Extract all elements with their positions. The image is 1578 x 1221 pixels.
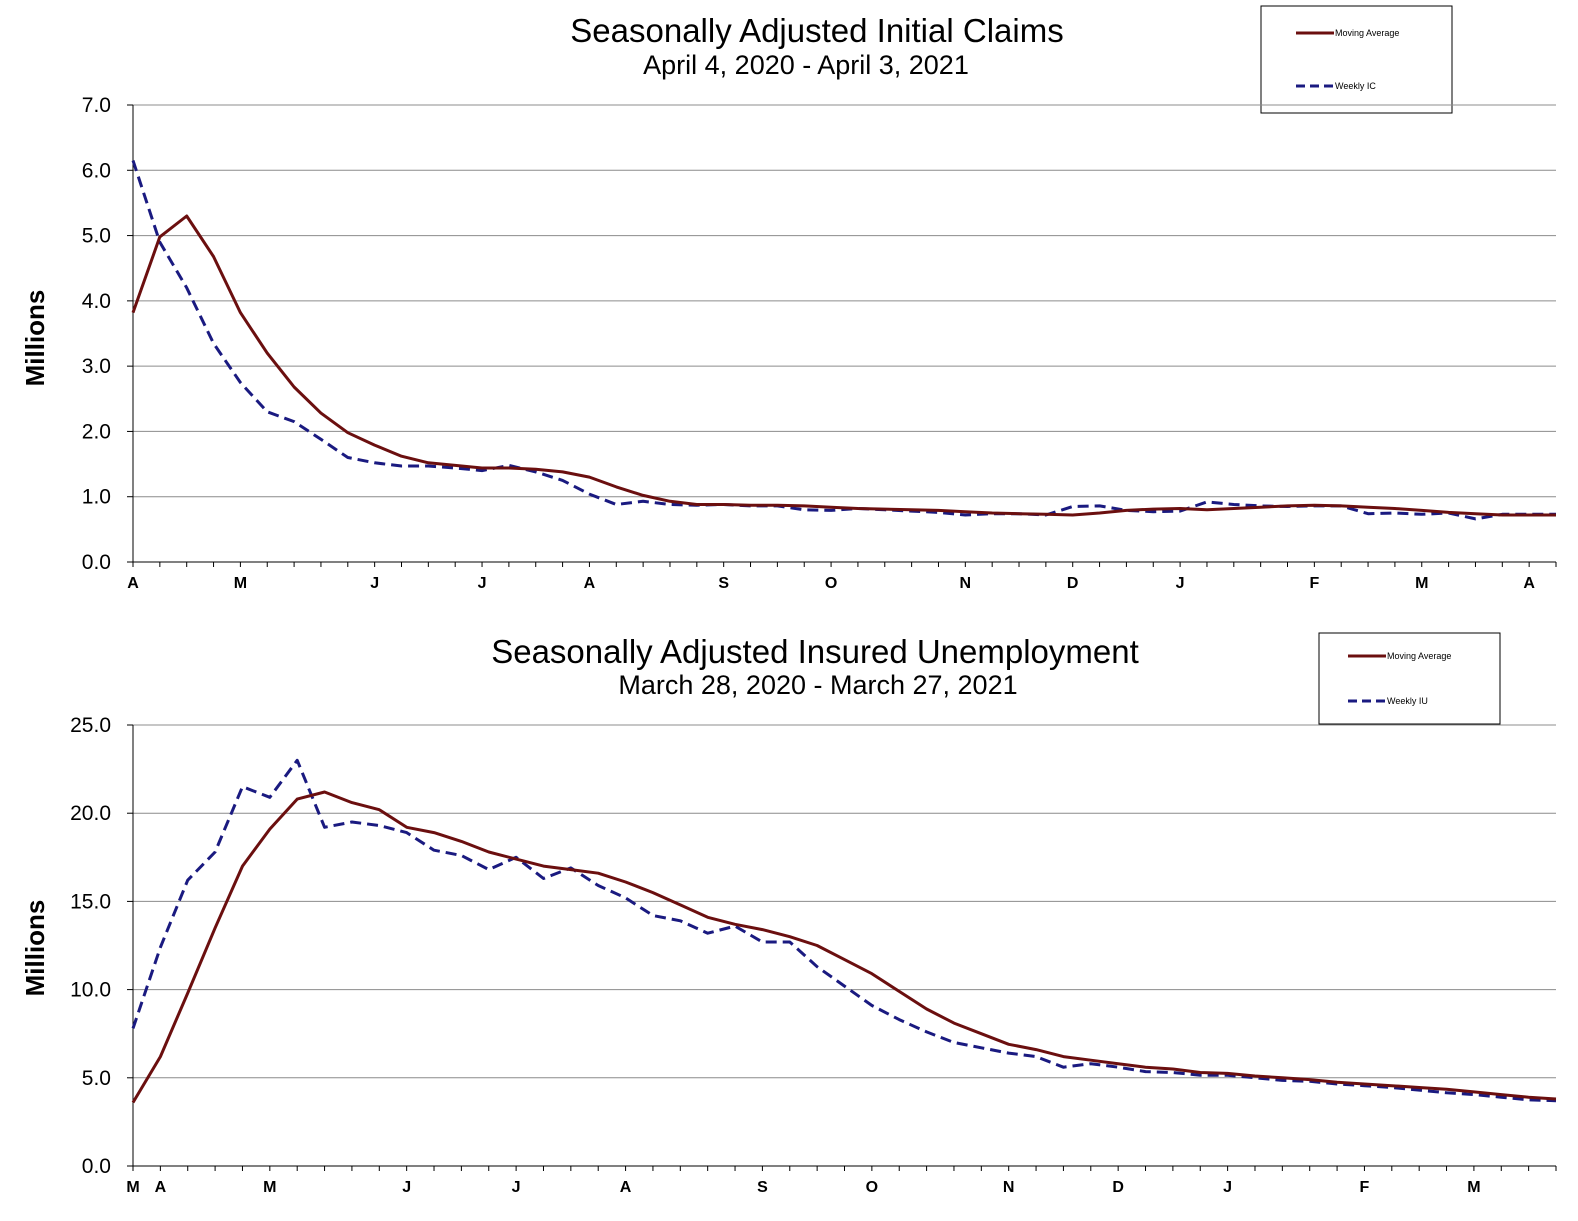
x-tick-label: A (155, 1179, 167, 1196)
x-tick-label: A (127, 575, 139, 592)
x-tick-label: N (960, 575, 972, 592)
plot-area: 0.05.010.015.020.025.0M A M J J A S O N D J F M (70, 714, 1557, 1196)
plot-area: 0.0 1.0 2.0 3.0 4.0 5.0 6.0 7.0 A M J J A S O N D J F M A (82, 94, 1557, 592)
x-tick-label: M (263, 1179, 276, 1196)
x-tick-label: J (402, 1179, 411, 1196)
legend-label-moving-average: Moving Average (1387, 651, 1451, 661)
y-axis-label: Millions (20, 290, 50, 387)
x-tick-label: M (1415, 575, 1428, 592)
y-tick-label: 0.0 (82, 551, 111, 574)
legend: Moving Average Weekly IC (1260, 5, 1453, 114)
x-tick-label: M (1467, 1179, 1480, 1196)
x-tick-label: F (1309, 575, 1319, 592)
y-tick-label: 25.0 (70, 714, 111, 737)
chart-subtitle: April 4, 2020 - April 3, 2021 (643, 50, 969, 80)
x-tick-label: A (1523, 575, 1535, 592)
x-tick-label: S (757, 1179, 768, 1196)
insured-unemployment-chart: Seasonally Adjusted Insured Unemployment… (20, 632, 1557, 1196)
series-line-weekly-iu (131, 758, 1557, 1103)
series-line-moving-average (131, 790, 1557, 1104)
chart-title: Seasonally Adjusted Initial Claims (570, 12, 1063, 49)
x-tick-label: J (478, 575, 487, 592)
chart-title: Seasonally Adjusted Insured Unemployment (491, 633, 1139, 670)
legend-label-moving-average: Moving Average (1335, 28, 1399, 38)
y-tick-label: 20.0 (70, 802, 111, 825)
x-tick-label: M (126, 1179, 139, 1196)
y-axis-label: Millions (20, 900, 50, 997)
x-tick-label: N (1003, 1179, 1015, 1196)
legend-label-weekly-ic: Weekly IC (1335, 81, 1376, 91)
x-tick-label: S (718, 575, 729, 592)
y-tick-label: 0.0 (82, 1155, 111, 1178)
y-tick-label: 7.0 (82, 94, 111, 117)
x-tick-label: A (620, 1179, 632, 1196)
y-tick-label: 2.0 (82, 420, 111, 443)
chart-subtitle: March 28, 2020 - March 27, 2021 (618, 670, 1017, 700)
y-tick-label: 3.0 (82, 355, 111, 378)
y-tick-label: 6.0 (82, 159, 111, 182)
y-tick-label: 1.0 (82, 486, 111, 509)
x-tick-label: J (1223, 1179, 1232, 1196)
legend: Moving Average Weekly IU (1318, 632, 1501, 725)
legend-box (1260, 5, 1453, 114)
y-tick-label: 10.0 (70, 979, 111, 1002)
x-tick-label: F (1360, 1179, 1370, 1196)
x-tick-label: D (1067, 575, 1079, 592)
y-tick-label: 4.0 (82, 290, 111, 313)
x-tick-label: O (866, 1179, 878, 1196)
x-tick-label: J (370, 575, 379, 592)
y-tick-label: 15.0 (70, 890, 111, 913)
initial-claims-chart: Seasonally Adjusted Initial Claims April… (20, 5, 1557, 592)
series-line-weekly-ic (131, 160, 1556, 521)
x-tick-label: O (825, 575, 837, 592)
x-tick-label: J (1176, 575, 1185, 592)
legend-box (1318, 632, 1501, 725)
x-tick-label: A (584, 575, 596, 592)
x-tick-label: D (1112, 1179, 1124, 1196)
x-tick-label: J (512, 1179, 521, 1196)
series-line-moving-average (131, 214, 1556, 517)
y-tick-label: 5.0 (82, 225, 111, 248)
x-tick-label: M (234, 575, 247, 592)
legend-label-weekly-iu: Weekly IU (1387, 696, 1428, 706)
y-tick-label: 5.0 (82, 1067, 111, 1090)
